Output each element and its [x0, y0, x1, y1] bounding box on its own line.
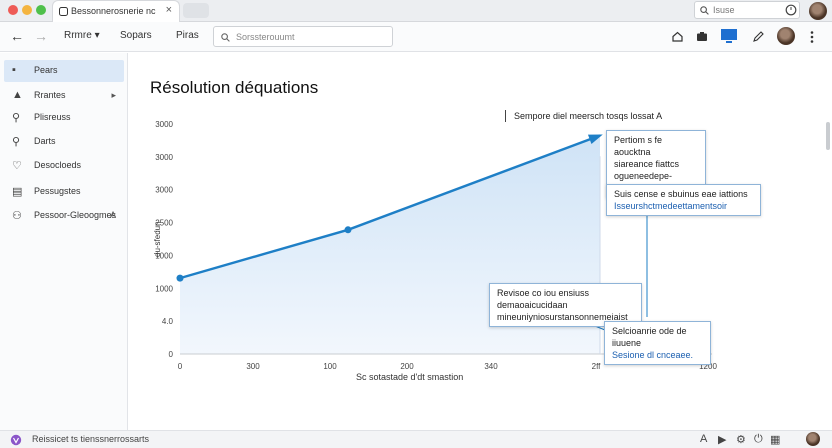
forward-arrow-icon[interactable]: → [34, 28, 48, 44]
sidebar-item-label: Rrantes [34, 90, 66, 100]
user-avatar[interactable] [777, 27, 795, 45]
heart-icon: ♡ [12, 160, 22, 172]
tab-favicon-icon [59, 7, 68, 16]
x-tick-label: 2ff [592, 362, 602, 371]
search-placeholder: Sorssterouumt [236, 32, 295, 42]
sidebar-item-label: Plisreuss [34, 112, 71, 122]
settings-icon[interactable]: ⚙ [736, 434, 746, 446]
x-tick-label: 100 [323, 362, 337, 371]
sidebar-item-label: Pessugstes [34, 186, 81, 196]
menu-piras[interactable]: Piras [176, 30, 199, 41]
y-axis-label: du-sfedun [153, 221, 162, 257]
clock-icon[interactable] [785, 4, 797, 16]
sidebar-item-badge: A [109, 210, 116, 220]
y-tick-label: 0 [169, 350, 174, 359]
x-axis-label: Sc sotastade d'dt smastion [356, 372, 463, 382]
sidebar-item-label: Pears [34, 65, 58, 75]
page-title: Résolution déquations [150, 78, 319, 97]
back-arrow-icon[interactable]: ← [10, 28, 24, 44]
y-tick-label: 4.0 [162, 317, 174, 326]
callout-text: Selcioanrie ode de iiuuene [612, 326, 687, 348]
y-tick-label: 2500 [155, 219, 173, 228]
square-icon: ▪ [12, 64, 16, 76]
list-icon: ▤ [12, 186, 23, 198]
sidebar-item-label: Pessoor-Gleoogmes [34, 210, 117, 220]
sidebar-item-label: Darts [34, 136, 56, 146]
profile-avatar[interactable] [809, 2, 827, 20]
new-tab-button[interactable] [183, 3, 209, 18]
vertical-scrollbar[interactable] [826, 122, 830, 150]
callout-text: Pertiom s fe aoucktna [614, 135, 663, 157]
users-icon: ⚇ [12, 210, 22, 222]
x-tick-label: 1200 [699, 362, 717, 371]
window-search-placeholder: Isuse [713, 5, 735, 15]
display-icon[interactable] [720, 28, 738, 44]
grid-icon[interactable]: ▦ [770, 434, 781, 446]
chart-callout-2[interactable]: Suis cense e sbuinus eae iattions Isseur… [606, 184, 761, 216]
chart-callout-3[interactable]: Revisoe co iou ensiuss demaoaicucidaan m… [489, 283, 642, 327]
search-icon: ⚲ [12, 112, 21, 124]
sidebar-item-label: Desocloeds [34, 160, 82, 170]
search-input[interactable]: Sorssterouumt [213, 26, 393, 47]
callout-text: Revisoe co iou ensiuss demaoaicucidaan [497, 288, 590, 310]
search-icon [221, 33, 230, 42]
play-icon[interactable]: ▶ [718, 434, 727, 446]
legend-divider [505, 110, 506, 122]
active-tab[interactable]: Bessonnerosnerie nc × [52, 0, 180, 22]
search-icon [700, 6, 709, 15]
x-tick-label: 300 [246, 362, 260, 371]
callout-highlight: Isseurshctmedeettamentsoir [614, 201, 728, 211]
camera-icon[interactable] [696, 31, 708, 42]
chart-legend-label: Sempore diel meersch tosqs lossat A [514, 111, 663, 121]
chart-callout-4[interactable]: Selcioanrie ode de iiuuene Sesione dl cn… [604, 321, 711, 365]
sidebar-item-rrantes[interactable]: ▲ Rrantes ▸ [4, 85, 124, 107]
close-window-icon[interactable] [8, 5, 18, 15]
chevron-down-icon: ▾ [94, 30, 100, 41]
triangle-icon: ▲ [12, 89, 23, 101]
callout-text: Suis cense e sbuinus eae iattions [614, 189, 748, 199]
y-tick-label: 1000 [155, 284, 173, 293]
chart-arrowhead [587, 134, 603, 145]
minimize-window-icon[interactable] [22, 5, 32, 15]
chart-point [176, 274, 184, 282]
status-text: Reissicet ts tienssnerrossarts [32, 434, 150, 444]
home-icon[interactable] [672, 31, 683, 42]
maximize-window-icon[interactable] [36, 5, 46, 15]
x-tick-label: 200 [400, 362, 414, 371]
menu-sopars[interactable]: Sopars [120, 30, 152, 41]
x-tick-label: 340 [484, 362, 498, 371]
y-tick-label: 3000 [155, 153, 173, 162]
pin-icon: ⚲ [12, 136, 21, 148]
font-icon[interactable]: A [700, 433, 708, 445]
callout-highlight: Sesione dl cnceaee. [612, 350, 694, 360]
toolbar: ← → Rrmre ▾ Sopars Piras Sorssterouumt [0, 22, 832, 52]
menu-rrmre[interactable]: Rrmre ▾ [64, 30, 100, 41]
more-options-icon[interactable] [806, 30, 818, 44]
chevron-right-icon: ▸ [111, 90, 116, 100]
app-logo-icon [10, 434, 22, 446]
x-tick-label: 0 [178, 362, 183, 371]
menu-rrmre-label: Rrmre [64, 30, 92, 41]
power-icon[interactable]: ⏻ [754, 433, 763, 445]
sidebar: ▪ Pears ▲ Rrantes ▸ ⚲ Plisreuss ⚲ Darts … [0, 53, 128, 430]
edit-icon[interactable] [752, 31, 764, 43]
y-tick-label: 1000 [155, 251, 173, 260]
sidebar-item-pessoor-gleoogmes[interactable]: ⚇ Pessoor-Gleoogmes A [4, 205, 124, 227]
callout-text: mineuniyniosurstansonnemeiaist [497, 312, 628, 322]
status-avatar[interactable] [806, 432, 820, 446]
sidebar-item-pessugstes[interactable]: ▤ Pessugstes [4, 181, 124, 203]
tab-title: Bessonnerosnerie nc [71, 6, 156, 16]
window-search-box[interactable]: Isuse [694, 1, 800, 19]
chart-point [344, 226, 352, 234]
status-bar: Reissicet ts tienssnerrossarts A ▶ ⚙ ⏻ ▦ [0, 430, 832, 448]
callout-text: siareance fiattcs [614, 159, 680, 169]
tab-close-icon[interactable]: × [165, 4, 172, 16]
sidebar-item-desocloeds[interactable]: ♡ Desocloeds [4, 155, 124, 177]
y-tick-label: 3000 [155, 120, 173, 129]
sidebar-item-plisreuss[interactable]: ⚲ Plisreuss [4, 107, 124, 129]
sidebar-item-pears[interactable]: ▪ Pears [4, 60, 124, 82]
tab-strip: Bessonnerosnerie nc × Isuse [0, 0, 832, 22]
y-tick-label: 3000 [155, 186, 173, 195]
sidebar-item-darts[interactable]: ⚲ Darts [4, 131, 124, 153]
